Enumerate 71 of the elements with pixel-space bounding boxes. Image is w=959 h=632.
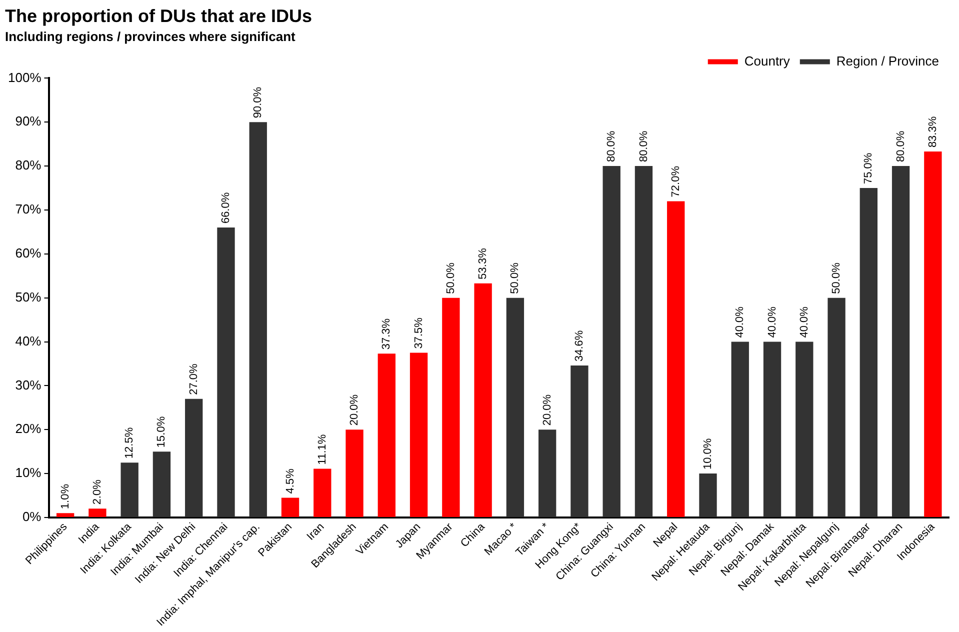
y-tick-label: 70% <box>15 202 42 217</box>
data-label: 4.5% <box>284 468 296 494</box>
chart-subtitle: Including regions / provinces where significant <box>5 28 296 44</box>
bar <box>346 430 364 517</box>
y-tick-label: 20% <box>15 421 42 436</box>
y-tick-label: 0% <box>22 509 42 524</box>
data-label: 2.0% <box>91 479 104 505</box>
data-label: 20.0% <box>541 394 554 426</box>
data-label: 10.0% <box>702 438 714 470</box>
data-label: 90.0% <box>252 86 264 118</box>
y-tick-label: 90% <box>15 114 42 129</box>
bar <box>828 298 846 517</box>
bar <box>506 298 524 517</box>
data-label: 80.0% <box>638 130 650 162</box>
bar <box>120 462 138 517</box>
data-label: 37.3% <box>380 318 393 350</box>
data-label: 12.5% <box>124 427 136 459</box>
y-tick-label: 10% <box>15 465 42 480</box>
y-tick-label: 60% <box>15 245 42 260</box>
y-tick-label: 100% <box>8 70 42 85</box>
bar <box>796 342 814 517</box>
data-label: 80.0% <box>894 130 907 162</box>
bar <box>474 283 492 517</box>
bar <box>892 166 910 517</box>
y-tick-label: 30% <box>15 377 42 392</box>
data-label: 50.0% <box>509 262 522 294</box>
data-label: 11.1% <box>316 434 328 465</box>
bar <box>860 188 878 517</box>
bar <box>634 166 653 517</box>
bar <box>570 365 588 517</box>
bar <box>442 298 460 517</box>
bar <box>731 342 749 517</box>
chart-title: The proportion of DUs that are IDUs <box>5 6 312 26</box>
data-label: 34.6% <box>573 330 586 362</box>
bar <box>538 430 556 517</box>
data-label: 40.0% <box>734 306 746 338</box>
data-label: 83.3% <box>926 116 939 148</box>
bar <box>699 474 717 517</box>
bar <box>88 508 106 517</box>
bar <box>410 352 428 517</box>
data-label: 66.0% <box>220 192 232 224</box>
bar <box>217 228 235 517</box>
data-label: 1.0% <box>59 484 72 510</box>
bar <box>378 354 396 517</box>
data-label: 50.0% <box>444 262 457 294</box>
legend-label: Region / Province <box>836 53 940 68</box>
bar <box>314 468 332 517</box>
data-label: 75.0% <box>862 152 875 184</box>
data-label: 50.0% <box>830 262 843 294</box>
y-tick-label: 80% <box>15 158 42 173</box>
data-label: 40.0% <box>766 306 778 338</box>
bar <box>281 498 300 517</box>
bar <box>185 398 203 517</box>
legend-label: Country <box>744 53 790 68</box>
data-label: 80.0% <box>606 130 618 162</box>
data-label: 15.0% <box>156 416 168 448</box>
bar <box>602 166 620 517</box>
bar <box>667 201 685 517</box>
data-label: 37.5% <box>412 317 425 349</box>
data-label: 20.0% <box>348 394 361 426</box>
bar <box>763 342 782 517</box>
bar <box>152 452 171 517</box>
bar <box>924 152 942 517</box>
bar <box>249 122 267 517</box>
data-label: 53.3% <box>477 248 490 280</box>
y-tick-label: 40% <box>15 333 42 348</box>
y-tick-label: 50% <box>15 289 42 304</box>
data-label: 72.0% <box>670 166 682 198</box>
bar <box>56 513 74 517</box>
data-label: 27.0% <box>188 363 200 395</box>
data-label: 40.0% <box>798 306 810 338</box>
